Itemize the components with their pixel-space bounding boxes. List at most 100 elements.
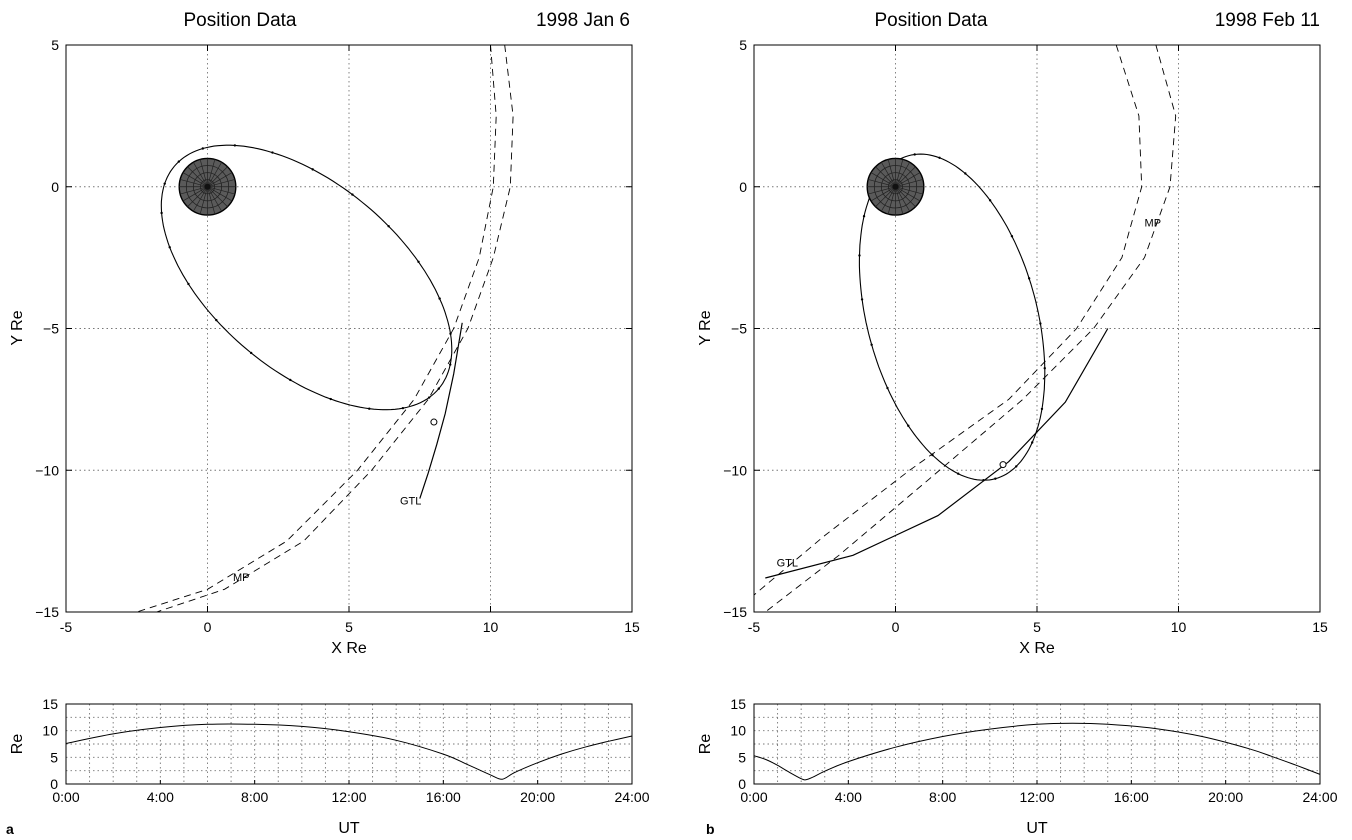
panel-a-ytick-label: 0 [51, 179, 59, 195]
panel-b-date: 1998 Feb 11 [1215, 10, 1320, 31]
panel-b-magnetopause-curve [765, 45, 1177, 612]
panel-b-orbit-marker [907, 424, 910, 427]
panel-b-annotation-gtl: GTL [777, 558, 798, 570]
panel-a-orbit-marker [438, 297, 441, 300]
panel-a-earth-center [204, 183, 211, 190]
panel-b-earth-globe [866, 157, 925, 216]
panel-b-orbit-marker [860, 298, 864, 301]
panel-a-orbit-marker [289, 378, 292, 382]
panel-b-orbit-marker [957, 472, 960, 475]
panel-b-ytick-label: 5 [739, 37, 747, 53]
panel-a-magnetopause-curve [156, 45, 514, 612]
panel-a-ylabel: Y Re [9, 310, 26, 345]
panel-a-xtick-label: 10 [483, 619, 499, 635]
panel-b-dist-xtick-label: 12:00 [1019, 789, 1054, 805]
panel-b-ytick-label: 0 [739, 179, 747, 195]
panel-a-orbit-marker [271, 151, 274, 154]
panel-b-orbit-marker [913, 153, 916, 156]
panel-b-orbit-marker [994, 477, 997, 480]
panel-a-orbit-marker [427, 396, 431, 399]
panel-b-ylabel: Y Re [697, 310, 714, 345]
panel-a-title: Position Data [183, 10, 296, 31]
panel-b-orbit-marker [862, 215, 866, 218]
panel-a-orbit-marker [401, 406, 405, 410]
panel-a-dist-xtick-label: 24:00 [614, 789, 649, 805]
panel-a-dist-ytick-label: 5 [50, 749, 58, 765]
panel-a-orbit-marker [417, 260, 420, 263]
panel-a-orbit-marker [187, 282, 190, 286]
panel-a-dist-ytick-label: 15 [42, 696, 58, 712]
panel-a-dist-ytick-label: 0 [50, 776, 58, 792]
panel-a-xtick-label: 0 [204, 619, 212, 635]
panel-b-dist-ytick-label: 15 [730, 696, 746, 712]
panel-a-annotation-gtl: GTL [400, 495, 421, 507]
panel-a-annotation-mp: MP [233, 572, 250, 584]
panel-b-dist-xtick-label: 24:00 [1302, 789, 1337, 805]
panel-a-orbit-marker [233, 144, 237, 147]
panel-a-orbit-path [160, 144, 453, 411]
panel-b-dist-xtick-label: 20:00 [1208, 789, 1243, 805]
panel-b-title: Position Data [874, 10, 987, 31]
panel-a-gtl-trajectory [419, 322, 463, 499]
panel-b-dist-ytick-label: 5 [738, 749, 746, 765]
panel-a-orbit-marker [351, 193, 354, 196]
panel-b-dist-xtick-label: 4:00 [835, 789, 862, 805]
panel-a-crossing-marker [430, 418, 438, 426]
panel-a-dist-xtick-label: 20:00 [520, 789, 555, 805]
panel-a-orbit-marker [368, 407, 371, 410]
panel-b-xtick-label: 15 [1312, 619, 1328, 635]
panel-b-orbit-marker [1040, 407, 1044, 411]
panel-a-dist-xtick-label: 8:00 [241, 789, 268, 805]
panel-b-dist-xtick-label: 16:00 [1114, 789, 1149, 805]
panel-b-earth-center [892, 183, 899, 190]
panel-b-xtick-label: 10 [1171, 619, 1187, 635]
panel-b-orbit-marker [938, 156, 941, 160]
panel-a-distance-ylabel: Re [9, 734, 26, 755]
panel-a-orbit-marker [437, 387, 440, 390]
panel-a-ytick-label: −10 [35, 462, 59, 478]
panel-a-dist-xtick-label: 12:00 [331, 789, 366, 805]
panel-a-ytick-label: −5 [43, 321, 59, 337]
panel-b-orbit-marker [988, 199, 992, 202]
panel-a-distance-xlabel: UT [338, 820, 360, 837]
panel-a-dist-xtick-label: 16:00 [426, 789, 461, 805]
panel-b-distance-ylabel: Re [697, 734, 714, 755]
panel-a-xlabel: X Re [331, 640, 367, 657]
panel-a-earth-globe [178, 157, 237, 216]
panel-a-orbit-marker [160, 211, 163, 215]
panel-b-xlabel: X Re [1019, 640, 1055, 657]
panel-b-ytick-label: −5 [731, 321, 747, 337]
panel-a-date: 1998 Jan 6 [536, 10, 630, 31]
panel-b-orbit-marker [1043, 367, 1046, 370]
panel-a-xtick-label: -5 [60, 619, 73, 635]
panel-a-orbit-marker [449, 363, 452, 366]
panel-b-dist-distance-curve [753, 722, 1321, 781]
panel-b-xtick-label: 0 [892, 619, 900, 635]
panel-b-orbit-marker [870, 343, 873, 346]
panel-b-orbit-marker [858, 254, 861, 257]
panel-a-orbit-marker [201, 147, 205, 150]
panel-a-dist-xtick-label: 4:00 [147, 789, 174, 805]
panel-a-dist-distance-curve [65, 723, 633, 780]
panel-b-distance-xlabel: UT [1026, 820, 1048, 837]
panel-letter-b: b [706, 821, 715, 837]
panel-b-orbit-marker [964, 172, 967, 175]
panel-b-position-plot: Position Data 1998 Feb 11 -5 0 5 10 15 −15 −10… [697, 10, 1328, 657]
panel-b-orbit-marker [886, 386, 889, 390]
panel-a-orbit-marker [168, 246, 171, 249]
panel-b-distance-plot: 0:00 4:00 8:00 12:00 16:00 20:00 24:00 0 5 10 15 U… [697, 696, 1338, 837]
panel-b-orbit-marker [931, 453, 934, 457]
panel-b-orbit-marker [1031, 441, 1034, 444]
panel-b-ytick-label: −15 [723, 604, 747, 620]
panel-a-position-plot: Position Data 1998 Jan 6 -5 0 5 10 15 −15 −10 −… [9, 10, 640, 657]
panel-a-dist-ytick-label: 10 [42, 723, 58, 739]
panel-a-orbit-marker [215, 318, 218, 322]
panel-a-xtick-label: 15 [624, 619, 640, 635]
panel-b-crossing-marker [999, 461, 1007, 469]
panel-b-xtick-label: -5 [748, 619, 761, 635]
panel-a-orbit-marker [329, 397, 332, 401]
panel-a-dist-xtick-label: 0:00 [52, 789, 79, 805]
panel-b-orbit-marker [1010, 235, 1014, 238]
panel-a-distance-plot: 0:00 4:00 8:00 12:00 16:00 20:00 24:00 0 5 10 15 U… [9, 696, 650, 837]
